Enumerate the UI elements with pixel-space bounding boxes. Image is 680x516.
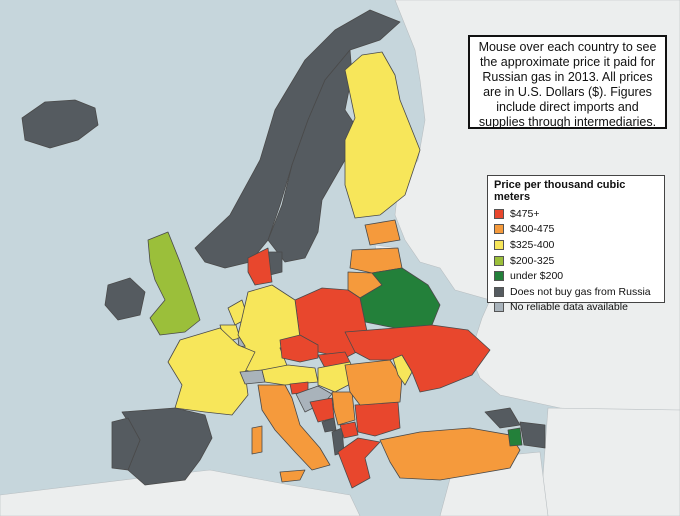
country-sweden[interactable]: [267, 49, 356, 263]
legend-item: No reliable data available: [494, 300, 658, 316]
country-italy[interactable]: [257, 384, 331, 471]
legend-item: $475+: [494, 206, 658, 222]
country-uk[interactable]: [147, 231, 201, 336]
legend-item: $400-475: [494, 222, 658, 238]
country-switzerland[interactable]: [239, 369, 266, 385]
legend-swatch: [494, 255, 504, 266]
legend-label: $325-400: [510, 238, 555, 251]
legend-swatch: [494, 224, 504, 235]
legend-item: Does not buy gas from Russia: [494, 284, 658, 300]
country-ukraine[interactable]: [344, 324, 491, 393]
country-austria[interactable]: [261, 364, 319, 386]
country-greece[interactable]: [337, 437, 381, 489]
instruction-box: Mouse over each country to see the appro…: [468, 35, 667, 129]
legend-label: $400-475: [510, 223, 555, 236]
country-iceland[interactable]: [21, 99, 99, 149]
instruction-text: Mouse over each country to see the appro…: [478, 40, 657, 129]
legend-label: $475+: [510, 207, 540, 220]
legend-swatch: [494, 239, 504, 250]
legend-label: Does not buy gas from Russia: [510, 285, 651, 298]
legend-label: No reliable data available: [510, 301, 628, 314]
country-georgia[interactable]: [484, 407, 521, 429]
legend-swatch: [494, 286, 504, 297]
legend-label: $200-325: [510, 254, 555, 267]
country-finland[interactable]: [344, 51, 421, 219]
legend-swatch: [494, 302, 504, 313]
legend-title: Price per thousand cubic meters: [494, 179, 626, 203]
country-macedonia[interactable]: [339, 421, 359, 439]
country-turkey[interactable]: [379, 427, 521, 481]
legend-label: under $200: [510, 270, 564, 283]
country-denmark-jutland[interactable]: [247, 247, 273, 286]
country-czech[interactable]: [279, 334, 319, 363]
legend-item: $200-325: [494, 253, 658, 269]
country-estonia[interactable]: [364, 219, 401, 246]
country-france[interactable]: [167, 327, 256, 416]
country-sicily[interactable]: [279, 469, 306, 483]
legend-item: under $200: [494, 268, 658, 284]
legend: Price per thousand cubic meters $475+ $4…: [487, 175, 665, 313]
country-serbia[interactable]: [331, 391, 356, 426]
country-armenia[interactable]: [507, 427, 523, 447]
legend-item: $325-400: [494, 237, 658, 253]
countries: [21, 9, 546, 489]
country-azerbaijan[interactable]: [519, 421, 546, 449]
country-portugal[interactable]: [111, 417, 141, 471]
country-ireland[interactable]: [104, 277, 146, 321]
country-sardinia[interactable]: [251, 425, 263, 455]
legend-swatch: [494, 208, 504, 219]
legend-swatch: [494, 271, 504, 282]
